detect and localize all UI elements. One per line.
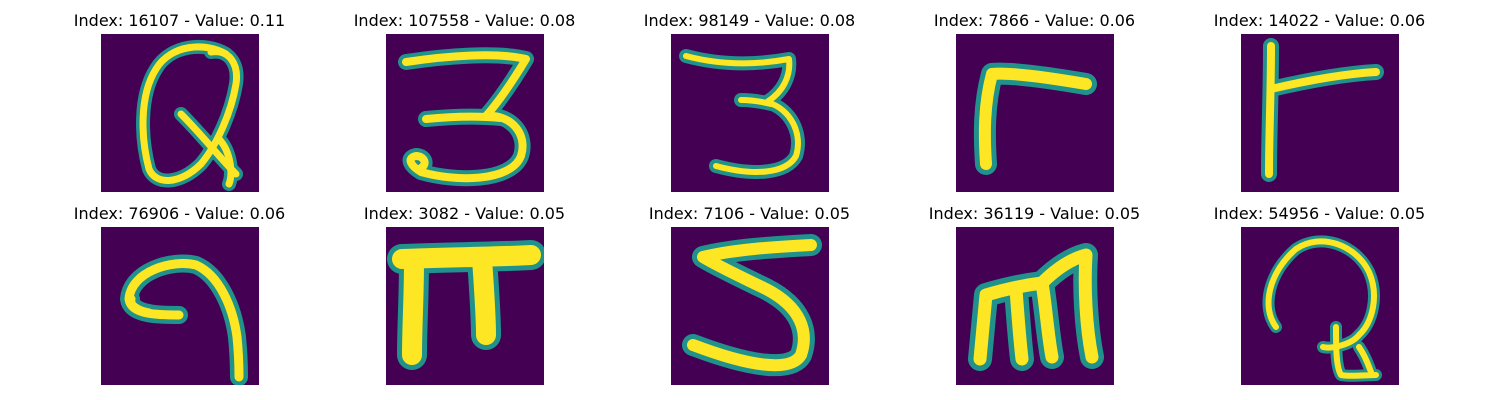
- panel-title: Index: 76906 - Value: 0.06: [73, 204, 286, 223]
- panel-title: Index: 36119 - Value: 0.05: [928, 204, 1141, 223]
- panel-title: Index: 3082 - Value: 0.05: [363, 204, 566, 223]
- panel-title: Index: 7866 - Value: 0.06: [933, 11, 1136, 30]
- panel-title: Index: 7106 - Value: 0.05: [648, 204, 851, 223]
- panel-title: Index: 16107 - Value: 0.11: [73, 11, 286, 30]
- panel-4: Index: 7866 - Value: 0.06: [892, 0, 1177, 192]
- digit-image-3: [386, 34, 544, 192]
- panel-title: Index: 107558 - Value: 0.08: [353, 11, 576, 30]
- digit-image-r2: [1241, 34, 1399, 192]
- digit-image-pi: [386, 227, 544, 385]
- digit-image-q: [101, 34, 259, 192]
- digit-image-m: [956, 227, 1114, 385]
- panel-6: Index: 76906 - Value: 0.06: [37, 193, 322, 385]
- digit-image-r: [956, 34, 1114, 192]
- digit-image-5: [671, 227, 829, 385]
- digit-image-3b: [671, 34, 829, 192]
- panel-1: Index: 16107 - Value: 0.11: [37, 0, 322, 192]
- panel-title: Index: 98149 - Value: 0.08: [643, 11, 856, 30]
- panel-title: Index: 54956 - Value: 0.05: [1213, 204, 1426, 223]
- digit-image-q2: [101, 227, 259, 385]
- panel-10: Index: 54956 - Value: 0.05: [1177, 193, 1462, 385]
- panel-9: Index: 36119 - Value: 0.05: [892, 193, 1177, 385]
- panel-title: Index: 14022 - Value: 0.06: [1213, 11, 1426, 30]
- panel-7: Index: 3082 - Value: 0.05: [322, 193, 607, 385]
- panel-2: Index: 107558 - Value: 0.08: [322, 0, 607, 192]
- panel-8: Index: 7106 - Value: 0.05: [607, 193, 892, 385]
- panel-3: Index: 98149 - Value: 0.08: [607, 0, 892, 192]
- digit-image-q3: [1241, 227, 1399, 385]
- panel-5: Index: 14022 - Value: 0.06: [1177, 0, 1462, 192]
